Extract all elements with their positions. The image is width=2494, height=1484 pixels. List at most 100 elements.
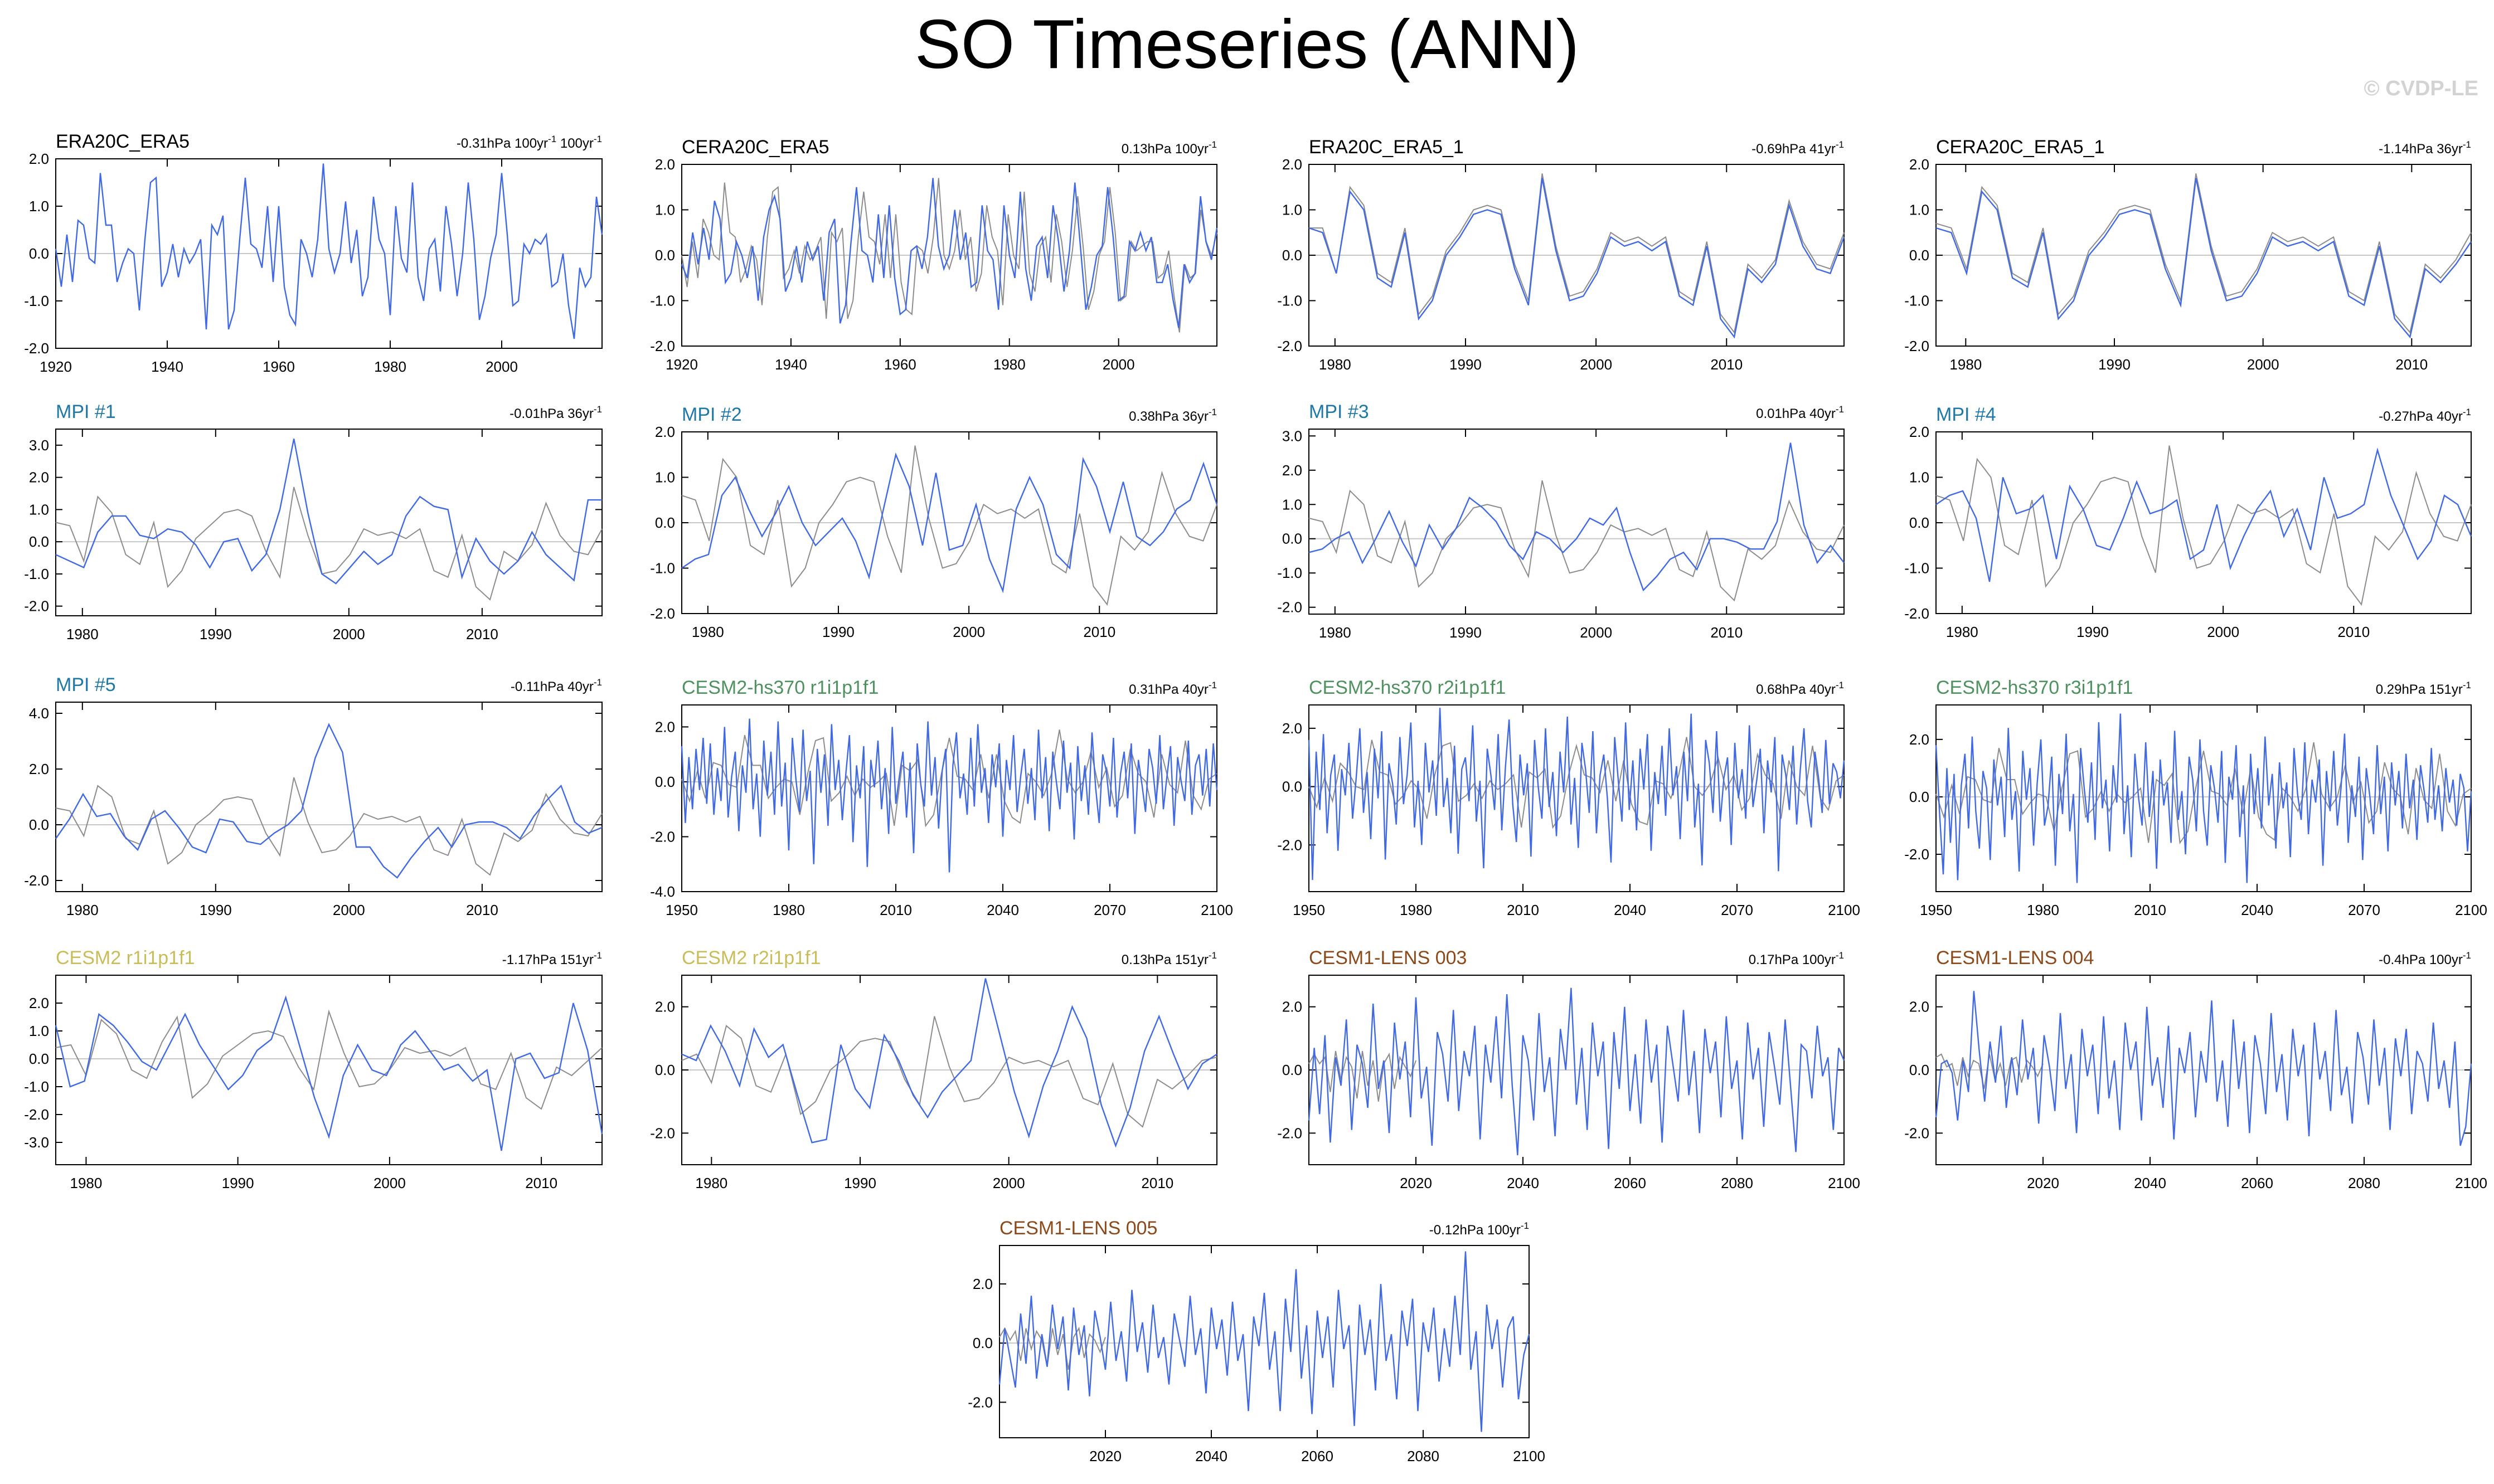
trend-value: -0.12hPa 100yr bbox=[1429, 1223, 1521, 1238]
y-tick-label: 1.0 bbox=[29, 501, 49, 518]
x-tick-label: 1980 bbox=[66, 902, 99, 918]
y-tick-label: 3.0 bbox=[29, 437, 49, 454]
panel-title: CESM2 r2i1p1f1 bbox=[682, 947, 821, 969]
trend-exponent: -1 bbox=[548, 134, 556, 144]
y-tick-label: -1.0 bbox=[1904, 560, 1929, 577]
trend-exponent: -1 bbox=[1836, 950, 1844, 961]
x-tick-label: 1990 bbox=[2098, 356, 2131, 373]
x-tick-label: 2040 bbox=[1614, 902, 1646, 918]
x-tick-label: 1980 bbox=[993, 356, 1026, 373]
x-tick-label: 1920 bbox=[40, 358, 72, 375]
x-tick-label: 1990 bbox=[2076, 624, 2109, 640]
trend-value: 0.38hPa 36yr bbox=[1129, 409, 1209, 424]
plot-frame bbox=[999, 1245, 1530, 1438]
y-tick-label: -1.0 bbox=[24, 566, 49, 582]
y-tick-label: 1.0 bbox=[1282, 202, 1302, 218]
x-tick-label: 1960 bbox=[884, 356, 916, 373]
x-tick-label: 2100 bbox=[1513, 1448, 1545, 1464]
x-tick-label: 1980 bbox=[1949, 356, 1982, 373]
y-tick-label: -2.0 bbox=[968, 1394, 993, 1410]
trend-value: -0.4hPa 100yr bbox=[2379, 952, 2463, 967]
y-tick-label: -2.0 bbox=[650, 338, 675, 354]
series-line-primary bbox=[55, 163, 603, 339]
x-tick-label: 1960 bbox=[263, 358, 295, 375]
y-tick-label: 0.0 bbox=[1909, 247, 1929, 264]
y-tick-label: -1.0 bbox=[650, 293, 675, 309]
trend-exponent: -1 bbox=[2463, 680, 2471, 690]
x-tick-label: 2000 bbox=[2247, 356, 2279, 373]
series-line-secondary bbox=[55, 1009, 603, 1110]
x-tick-label: 2100 bbox=[2455, 1175, 2487, 1191]
x-tick-label: 2000 bbox=[1580, 624, 1612, 641]
series-line-primary bbox=[681, 452, 1218, 593]
x-tick-label: 2010 bbox=[1710, 356, 1743, 373]
x-tick-label: 1980 bbox=[1400, 902, 1432, 918]
y-tick-label: 0.0 bbox=[1282, 779, 1302, 795]
y-tick-label: 1.0 bbox=[1909, 202, 1929, 218]
x-tick-label: 1950 bbox=[1920, 902, 1952, 918]
x-tick-label: 2000 bbox=[373, 1175, 406, 1191]
x-tick-label: 2000 bbox=[486, 358, 518, 375]
trend-label: 0.13hPa 151yr-1 bbox=[1122, 950, 1217, 967]
series-line-secondary bbox=[1935, 742, 2472, 845]
trend-value: -0.11hPa 40yr bbox=[511, 679, 594, 694]
panel-title: CERA20C_ERA5_1 bbox=[1936, 137, 2104, 158]
y-tick-label: 0.0 bbox=[1282, 1062, 1302, 1078]
y-tick-label: -1.0 bbox=[24, 293, 49, 309]
y-tick-label: 2.0 bbox=[29, 995, 49, 1011]
series-line-secondary bbox=[1308, 480, 1845, 602]
y-tick-label: 2.0 bbox=[1909, 156, 1929, 173]
trend-exponent: -1 bbox=[594, 677, 602, 688]
x-tick-label: 1990 bbox=[200, 626, 232, 643]
trend-exponent: -1 bbox=[1521, 1220, 1529, 1231]
trend-value: -0.31hPa 100yr bbox=[457, 136, 548, 151]
y-tick-label: 2.0 bbox=[1282, 720, 1302, 737]
y-tick-label: 3.0 bbox=[1282, 427, 1302, 444]
trend-value: -0.69hPa 41yr bbox=[1751, 142, 1836, 157]
x-tick-label: 1980 bbox=[70, 1175, 103, 1191]
y-tick-label: 0.0 bbox=[1282, 247, 1302, 264]
x-tick-label: 2080 bbox=[1721, 1175, 1753, 1191]
x-tick-label: 2010 bbox=[2395, 356, 2428, 373]
x-tick-label: 2010 bbox=[1507, 902, 1539, 918]
y-tick-label: 2.0 bbox=[655, 999, 675, 1015]
y-tick-label: 1.0 bbox=[655, 469, 675, 486]
y-tick-label: 0.0 bbox=[29, 245, 49, 262]
trend-exponent: -1 bbox=[594, 404, 602, 415]
x-tick-label: 1980 bbox=[1319, 356, 1351, 373]
trend-value: -0.27hPa 40yr bbox=[2379, 409, 2463, 424]
trend-exponent: -1 bbox=[1209, 139, 1217, 150]
x-tick-label: 1990 bbox=[1449, 356, 1482, 373]
y-tick-label: -2.0 bbox=[24, 872, 49, 889]
x-tick-label: 1980 bbox=[66, 626, 99, 643]
series-line-primary bbox=[681, 178, 1218, 328]
panel-title: MPI #2 bbox=[682, 404, 742, 425]
trend-label: -1.17hPa 151yr-1 bbox=[502, 950, 602, 967]
x-tick-label: 2100 bbox=[1828, 902, 1860, 918]
series-line-secondary bbox=[55, 777, 603, 876]
series-line-primary bbox=[1308, 987, 1845, 1156]
series-line-secondary bbox=[1935, 445, 2472, 606]
y-tick-label: 0.0 bbox=[655, 247, 675, 264]
x-tick-label: 2100 bbox=[1828, 1175, 1860, 1191]
panel-title: CERA20C_ERA5 bbox=[682, 137, 829, 158]
y-tick-label: -2.0 bbox=[24, 1106, 49, 1123]
trend-label: 0.31hPa 40yr-1 bbox=[1129, 680, 1217, 697]
trend-label: -1.14hPa 36yr-1 bbox=[2379, 139, 2471, 157]
x-tick-label: 2060 bbox=[1614, 1175, 1646, 1191]
y-tick-label: -2.0 bbox=[1904, 605, 1929, 622]
trend-value: 0.29hPa 151yr bbox=[2376, 682, 2463, 697]
series-line-primary bbox=[1935, 447, 2472, 582]
plot-frame bbox=[1308, 429, 1845, 615]
y-tick-label: 0.0 bbox=[1282, 531, 1302, 547]
x-tick-label: 1980 bbox=[2027, 902, 2059, 918]
